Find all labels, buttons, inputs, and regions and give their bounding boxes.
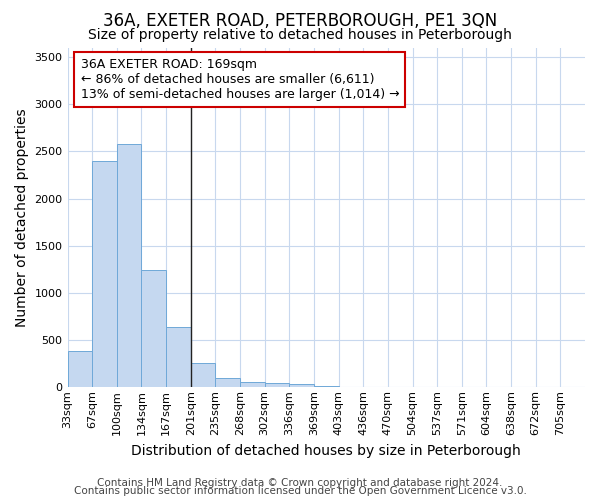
Text: 36A EXETER ROAD: 169sqm
← 86% of detached houses are smaller (6,611)
13% of semi: 36A EXETER ROAD: 169sqm ← 86% of detache… [80,58,399,101]
Bar [166,327,191,388]
Bar [215,378,240,388]
Text: Contains HM Land Registry data © Crown copyright and database right 2024.: Contains HM Land Registry data © Crown c… [97,478,503,488]
Bar [117,144,142,388]
Text: Size of property relative to detached houses in Peterborough: Size of property relative to detached ho… [88,28,512,42]
Y-axis label: Number of detached properties: Number of detached properties [15,108,29,327]
X-axis label: Distribution of detached houses by size in Peterborough: Distribution of detached houses by size … [131,444,521,458]
Bar [240,382,265,388]
Bar [68,350,92,388]
Text: Contains public sector information licensed under the Open Government Licence v3: Contains public sector information licen… [74,486,526,496]
Bar [191,363,215,388]
Text: 36A, EXETER ROAD, PETERBOROUGH, PE1 3QN: 36A, EXETER ROAD, PETERBOROUGH, PE1 3QN [103,12,497,30]
Bar [265,382,289,388]
Bar [314,386,338,388]
Bar [92,161,117,388]
Bar [289,384,314,388]
Bar [142,270,166,388]
